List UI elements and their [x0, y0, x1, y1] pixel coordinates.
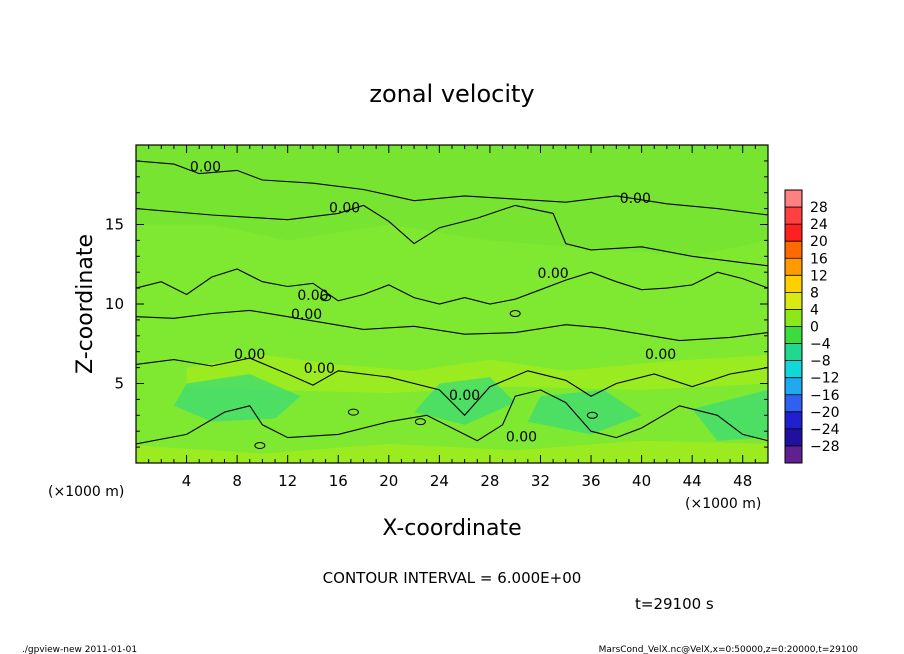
colorbar-label: −8 — [810, 354, 831, 370]
x-tick-label: 12 — [278, 472, 297, 490]
colorbar-label: −28 — [810, 439, 840, 455]
contour-loop — [509, 310, 521, 318]
colorbar-swatch — [785, 241, 802, 259]
contour-line — [136, 268, 768, 305]
shaded-region — [692, 389, 768, 441]
shaded-region — [136, 145, 768, 257]
x-tick-label: 20 — [379, 472, 398, 490]
colorbar-swatch — [785, 343, 802, 361]
colorbar-label: 4 — [810, 302, 819, 318]
colorbar-swatch — [785, 394, 802, 413]
shaded-region — [414, 377, 516, 425]
contour-label: 0.00 — [297, 288, 328, 304]
colorbar-label: 28 — [810, 200, 828, 216]
colorbar-label: −24 — [810, 422, 840, 438]
x-tick-label: 32 — [531, 472, 550, 490]
time-label: t=29100 s — [635, 595, 714, 613]
footer-right: MarsCond_VelX.nc@VelX,x=0:50000,z=0:2000… — [599, 645, 859, 654]
x-tick-label: 40 — [632, 472, 651, 490]
contour-line — [136, 309, 768, 342]
x-tick-label: 16 — [329, 472, 348, 490]
contour-label: 0.00 — [291, 307, 322, 323]
contour-label: 0.00 — [304, 361, 335, 377]
contour-line — [136, 204, 768, 267]
y-tick-label: 15 — [105, 216, 124, 234]
colorbar-label: −12 — [810, 371, 840, 387]
colorbar-swatch — [785, 377, 802, 396]
x-tick-label: 4 — [182, 472, 192, 490]
y-axis-label: Z-coordinate — [73, 234, 98, 374]
colorbar-swatch — [785, 411, 802, 430]
contour-label: 0.00 — [645, 347, 676, 363]
contour-label: 0.00 — [190, 159, 221, 175]
colorbar-swatch — [785, 207, 802, 225]
x-tick-label: 24 — [430, 472, 449, 490]
colorbar-label: −16 — [810, 388, 840, 404]
colorbar-label: 16 — [810, 251, 828, 267]
x-axis-label: X-coordinate — [382, 516, 521, 541]
contour-line — [136, 389, 768, 445]
contour-loop — [347, 408, 359, 416]
contour-loop — [254, 442, 266, 450]
colorbar-label: −4 — [810, 337, 831, 353]
colorbar-swatch — [785, 326, 802, 344]
contour-interval: CONTOUR INTERVAL = 6.000E+00 — [323, 569, 582, 587]
contour-label: 0.00 — [329, 201, 360, 217]
contour-label: 0.00 — [620, 191, 651, 207]
shaded-region — [186, 354, 768, 394]
x-tick-label: 44 — [683, 472, 702, 490]
x-tick-label: 48 — [733, 472, 752, 490]
contour-loop — [586, 411, 598, 419]
colorbar-label: 8 — [810, 285, 819, 301]
contour-label: 0.00 — [506, 430, 537, 446]
colorbar-label: −20 — [810, 405, 840, 421]
contour-line — [136, 357, 768, 417]
contour-loop — [320, 294, 332, 302]
contour-label: 0.00 — [449, 388, 480, 404]
colorbar-swatch — [785, 190, 802, 208]
shaded-region — [527, 389, 642, 435]
colorbar-label: 12 — [810, 268, 828, 284]
y-tick-label: 5 — [114, 375, 124, 393]
plot-area: 0.00 0.00 0.00 0.00 0.00 0.00 0.00 0.00 0.00 0.00… — [105, 144, 769, 490]
shaded-region — [136, 440, 768, 463]
colorbar-swatch — [785, 292, 802, 310]
contour-loop — [414, 418, 426, 426]
colorbar-swatch — [785, 224, 802, 242]
x-unit-right: (×1000 m) — [685, 496, 761, 512]
x-tick-label: 28 — [480, 472, 499, 490]
y-tick-label: 10 — [105, 295, 124, 313]
colorbar-swatch — [785, 258, 802, 276]
colorbar-label: 24 — [810, 217, 828, 233]
x-unit-left: (×1000 m) — [48, 484, 124, 500]
x-tick-label: 8 — [232, 472, 242, 490]
chart-title: zonal velocity — [369, 80, 534, 108]
colorbar-label: 0 — [810, 320, 819, 336]
colorbar-swatch — [785, 275, 802, 293]
shaded-region — [173, 373, 301, 422]
contour-label: 0.00 — [234, 347, 265, 363]
contour-line — [136, 160, 768, 216]
contour-label: 0.00 — [538, 266, 569, 282]
x-tick-label: 36 — [581, 472, 600, 490]
colorbar-label: 20 — [810, 234, 828, 250]
colorbar-swatch — [785, 428, 802, 447]
colorbar-swatch — [785, 445, 802, 464]
colorbar-swatch — [785, 360, 802, 378]
colorbar-swatch — [785, 309, 802, 327]
footer-left: ./gpview-new 2011-01-01 — [22, 645, 137, 654]
